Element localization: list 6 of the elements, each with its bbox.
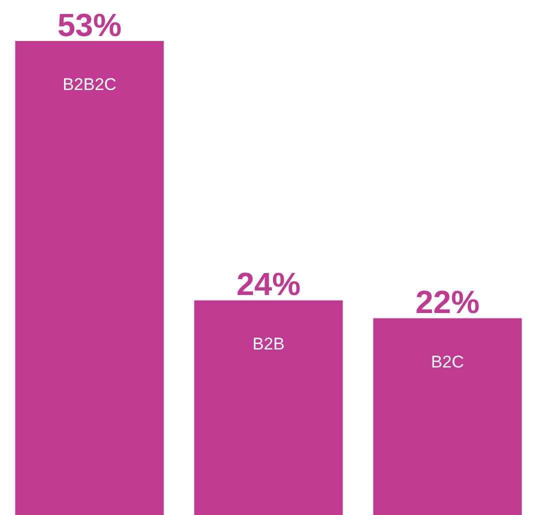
x-tick-label: B2C — [430, 352, 464, 372]
x-tick-label: B2B — [252, 334, 285, 354]
data-label: 24% — [236, 266, 301, 302]
data-label: 53% — [57, 6, 122, 43]
data-label: 22% — [415, 284, 480, 320]
x-tick-label: B2B2C — [62, 75, 116, 94]
